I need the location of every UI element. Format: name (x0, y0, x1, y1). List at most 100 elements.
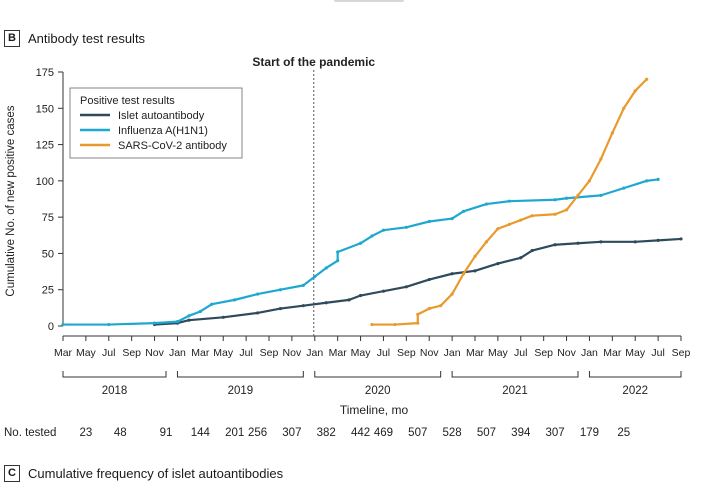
no-tested-value: 442 (351, 427, 370, 439)
data-point (393, 322, 397, 327)
x-tick-label: May (625, 347, 646, 359)
pandemic-annotation: Start of the pandemic (252, 55, 375, 69)
x-tick-label: Jul (377, 347, 390, 359)
x-tick-label: Mar (466, 347, 485, 359)
data-point (221, 315, 225, 319)
no-tested-value: 256 (248, 427, 267, 439)
data-point (496, 261, 500, 266)
data-point (622, 186, 626, 190)
no-tested-value: 91 (160, 427, 173, 439)
data-point (519, 218, 523, 222)
legend-title: Positive test results (80, 95, 175, 107)
no-tested-value: 23 (79, 427, 92, 439)
year-label: 2022 (622, 385, 648, 397)
data-point (599, 157, 603, 161)
panel-letter: B (4, 29, 20, 47)
x-tick-label: May (488, 347, 509, 359)
no-tested-value: 201 (225, 427, 244, 439)
y-tick-label: 75 (42, 212, 54, 224)
no-tested-value: 307 (546, 427, 565, 439)
year-bracket (314, 371, 442, 378)
x-tick-label: May (351, 347, 372, 359)
year-bracket (451, 371, 579, 378)
no-tested-value: 382 (317, 427, 336, 439)
data-point (645, 77, 649, 81)
x-tick-label: Jul (651, 347, 664, 359)
y-tick-label: 0 (48, 321, 54, 333)
data-point (427, 219, 431, 224)
no-tested-label: No. tested (4, 427, 56, 439)
data-point (679, 237, 683, 241)
series-2 (370, 77, 649, 327)
data-point (381, 228, 386, 232)
no-tested-value: 144 (191, 427, 211, 439)
data-point (484, 240, 489, 244)
y-tick-label: 125 (36, 140, 54, 152)
no-tested-value: 469 (374, 427, 393, 439)
year-bracket (588, 371, 682, 378)
data-point (278, 288, 283, 292)
data-point (278, 306, 283, 311)
data-point (622, 106, 626, 110)
data-point (255, 311, 260, 315)
data-point (324, 266, 328, 270)
x-axis-label: Timeline, mo (340, 403, 409, 417)
data-point (553, 198, 557, 202)
panel-title: Antibody test results (28, 30, 146, 46)
no-tested-value: 507 (408, 427, 427, 439)
data-point (484, 202, 489, 206)
x-tick-label: Sep (260, 347, 279, 359)
no-tested-value: 307 (282, 427, 301, 439)
legend-entry: Influenza A(H1N1) (118, 125, 208, 137)
data-point (198, 309, 202, 314)
data-point (187, 314, 191, 318)
legend-entry: Islet autoantibody (118, 110, 205, 122)
x-tick-label: Jan (306, 347, 323, 359)
y-tick-label: 50 (42, 248, 54, 260)
x-tick-label: Jan (169, 347, 186, 359)
y-tick-label: 175 (36, 67, 54, 79)
x-tick-label: Sep (122, 347, 141, 359)
data-point (233, 298, 237, 302)
y-axis-label: Cumulative No. of new positive cases (5, 105, 17, 296)
data-point (187, 318, 191, 322)
data-point (656, 238, 660, 242)
year-label: 2019 (228, 385, 254, 397)
data-point (450, 292, 454, 296)
data-point (336, 250, 340, 254)
data-point (461, 209, 466, 213)
next-panel-title: Cumulative frequency of islet autoantibo… (28, 466, 284, 481)
data-point (370, 322, 374, 327)
data-point (427, 277, 431, 282)
data-point (450, 272, 454, 276)
data-point (576, 193, 580, 197)
data-point (564, 196, 569, 200)
data-point (656, 177, 660, 182)
x-tick-label: May (76, 347, 97, 359)
data-point (599, 240, 603, 244)
x-tick-label: Nov (145, 347, 164, 359)
series-line (63, 178, 659, 326)
x-tick-label: Nov (557, 347, 576, 359)
data-point (210, 302, 214, 306)
x-tick-label: Sep (534, 347, 553, 359)
data-point (324, 301, 328, 305)
series-1 (61, 177, 660, 327)
x-tick-label: Mar (191, 347, 210, 359)
data-point (519, 256, 523, 260)
x-tick-label: May (213, 347, 234, 359)
data-point (427, 306, 431, 311)
series-0 (152, 237, 683, 327)
data-point (507, 199, 511, 203)
x-tick-label: Jul (514, 347, 527, 359)
x-tick-label: Mar (54, 347, 73, 359)
data-point (530, 214, 534, 218)
no-tested-value: 507 (477, 427, 496, 439)
line-chart: 0 25 50 75 100 125 150 175 Cumulative No. of new… (4, 55, 690, 439)
data-point (358, 293, 363, 298)
data-point (461, 272, 466, 276)
no-tested-value: 528 (443, 427, 462, 439)
data-point (439, 304, 443, 308)
data-point (599, 193, 603, 197)
x-tick-label: Nov (283, 347, 302, 359)
